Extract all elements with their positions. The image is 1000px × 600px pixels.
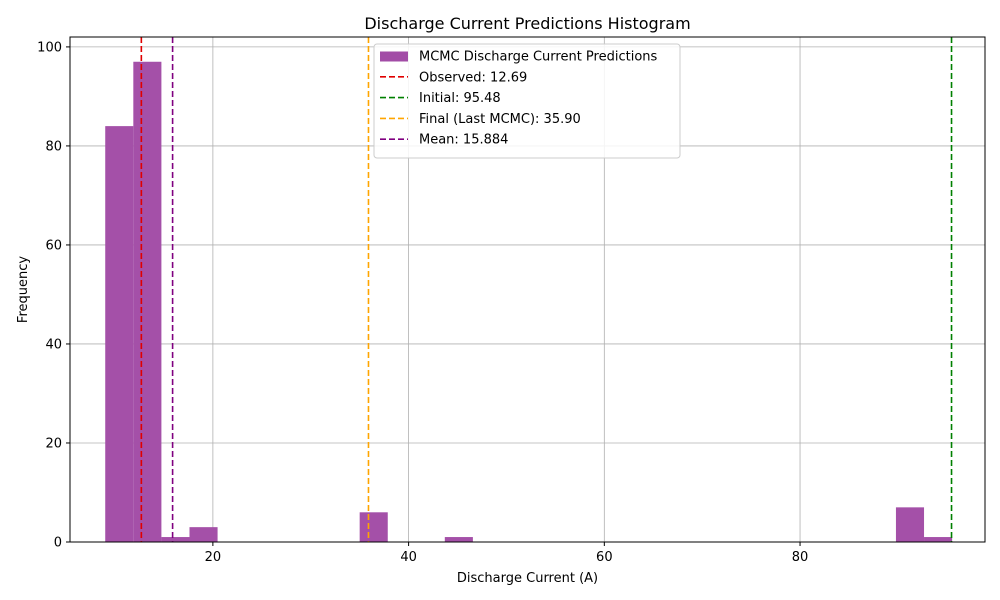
y-axis-title: Frequency	[16, 256, 31, 323]
x-axis-title: Discharge Current (A)	[457, 571, 598, 586]
y-axis-ticks: 0 20 40 60 80 100	[37, 40, 70, 551]
x-tick-label: 60	[596, 550, 613, 565]
histogram-bar	[189, 527, 218, 542]
chart-title: Discharge Current Predictions Histogram	[364, 14, 690, 33]
legend-box	[373, 43, 681, 159]
y-tick-label: 20	[45, 436, 62, 451]
legend: MCMC Discharge Current Predictions Observ…	[373, 43, 681, 159]
y-tick-label: 40	[45, 337, 62, 352]
x-tick-label: 20	[205, 550, 222, 565]
y-tick-label: 80	[45, 139, 62, 154]
histogram-bar	[133, 61, 162, 542]
legend-label: Observed: 12.69	[419, 70, 527, 85]
x-tick-label: 40	[400, 550, 417, 565]
histogram-bar	[105, 126, 134, 542]
plot-frame	[69, 36, 986, 543]
histogram-bar	[161, 537, 190, 542]
histogram-bar	[895, 507, 925, 542]
legend-label: MCMC Discharge Current Predictions	[419, 50, 658, 65]
legend-label: Final (Last MCMC): 35.90	[419, 112, 581, 127]
y-tick-label: 60	[45, 238, 62, 253]
x-tick-label: 80	[792, 550, 809, 565]
legend-swatch	[380, 51, 408, 62]
y-tick-label: 100	[37, 40, 62, 55]
x-axis-ticks: 20 40 60 80	[205, 542, 809, 565]
histogram-bar	[359, 512, 388, 542]
histogram-bar	[924, 537, 953, 542]
legend-label: Initial: 95.48	[419, 91, 501, 106]
histogram-bar	[444, 537, 473, 542]
reference-lines	[140, 37, 953, 542]
legend-label: Mean: 15.884	[419, 133, 508, 148]
y-tick-label: 0	[54, 536, 62, 551]
histogram-bars	[105, 61, 953, 542]
